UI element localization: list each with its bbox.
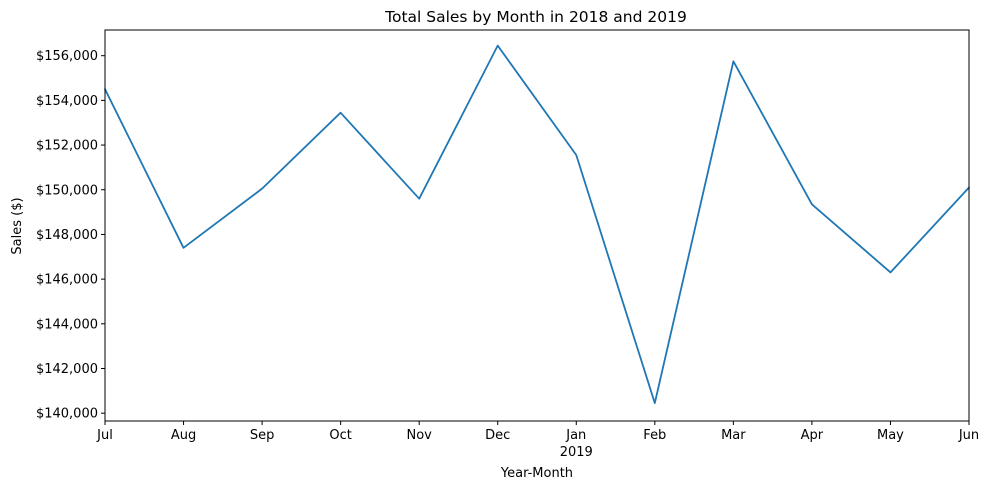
x-axis-ticks: Jul Aug Sep Oct Nov Dec Jan Feb Mar Apr May Jun 2019 xyxy=(96,421,979,460)
x-tick-label: Aug xyxy=(171,428,196,443)
y-tick-label: $150,000 xyxy=(36,183,98,198)
y-tick-label: $140,000 xyxy=(36,407,98,422)
series-line xyxy=(104,44,970,405)
x-tick-label: Jan xyxy=(565,428,586,443)
x-tick-label: Nov xyxy=(406,428,432,443)
x-tick-label: Sep xyxy=(250,428,275,443)
y-tick-label: $152,000 xyxy=(36,139,98,154)
x-tick-label: Apr xyxy=(801,428,824,443)
x-tick-label: Mar xyxy=(721,428,746,443)
y-tick-label: $148,000 xyxy=(36,228,98,243)
x-tick-label: Oct xyxy=(329,428,351,443)
x-tick-label: Dec xyxy=(485,428,510,443)
y-tick-label: $142,000 xyxy=(36,362,98,377)
x-axis-title: Year-Month xyxy=(500,466,573,481)
x-year-label: 2019 xyxy=(560,445,593,460)
y-tick-label: $156,000 xyxy=(36,49,98,64)
y-tick-label: $146,000 xyxy=(36,273,98,288)
y-tick-label: $154,000 xyxy=(36,94,98,109)
y-axis-ticks: $140,000 $142,000 $144,000 $146,000 $148,000… xyxy=(36,49,105,422)
plot-frame xyxy=(104,29,970,422)
y-tick-label: $144,000 xyxy=(36,317,98,332)
chart-title: Total Sales by Month in 2018 and 2019 xyxy=(384,8,687,26)
x-tick-label: May xyxy=(877,428,904,443)
series-layer xyxy=(104,44,970,405)
x-tick-label: Jul xyxy=(96,428,113,443)
x-tick-label: Feb xyxy=(643,428,666,443)
x-tick-label: Jun xyxy=(958,428,979,443)
y-axis-title: Sales ($) xyxy=(10,197,25,254)
